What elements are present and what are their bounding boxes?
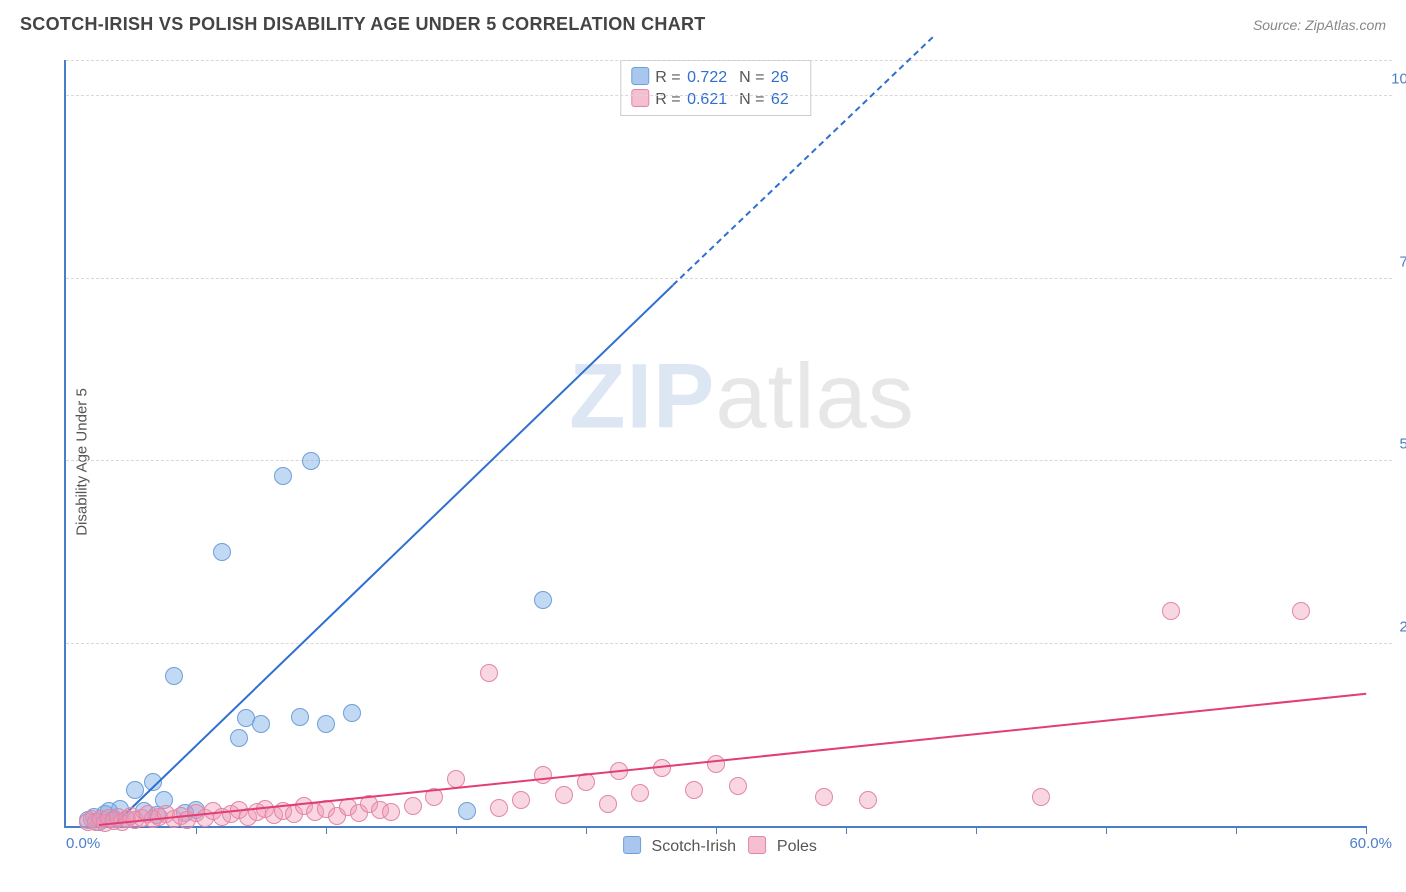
data-point: [317, 715, 335, 733]
correlation-legend: R = 0.722N = 26R = 0.621N = 62: [620, 60, 811, 116]
data-point: [343, 704, 361, 722]
legend-stat-row: R = 0.621N = 62: [631, 89, 800, 109]
data-point: [165, 667, 183, 685]
data-point: [555, 786, 573, 804]
plot-area: ZIPatlas R = 0.722N = 26R = 0.621N = 62 …: [64, 60, 1366, 828]
data-point: [631, 784, 649, 802]
x-tick: [976, 826, 977, 834]
x-tick: [456, 826, 457, 834]
series-legend: Scotch-Irish Poles: [615, 836, 817, 856]
data-point: [252, 715, 270, 733]
data-point: [404, 797, 422, 815]
data-point: [1162, 602, 1180, 620]
data-point: [599, 795, 617, 813]
legend-swatch: [631, 67, 649, 85]
x-origin-label: 0.0%: [66, 835, 100, 852]
source-attribution: Source: ZipAtlas.com: [1253, 17, 1386, 33]
data-point: [490, 799, 508, 817]
y-tick-label: 50.0%: [1382, 436, 1406, 453]
legend-swatch: [748, 836, 766, 854]
legend-stat-row: R = 0.722N = 26: [631, 67, 800, 87]
legend-swatch: [631, 89, 649, 107]
x-tick: [1106, 826, 1107, 834]
data-point: [534, 766, 552, 784]
data-point: [685, 781, 703, 799]
gridline: [66, 643, 1392, 644]
data-point: [815, 788, 833, 806]
legend-label: Poles: [772, 838, 816, 855]
data-point: [480, 664, 498, 682]
x-max-label: 60.0%: [1349, 835, 1392, 852]
data-point: [230, 729, 248, 747]
y-tick-label: 100.0%: [1382, 71, 1406, 88]
data-point: [291, 708, 309, 726]
y-tick-label: 75.0%: [1382, 253, 1406, 270]
y-tick-label: 25.0%: [1382, 618, 1406, 635]
data-point: [512, 791, 530, 809]
x-tick: [846, 826, 847, 834]
watermark: ZIPatlas: [569, 345, 914, 450]
chart-container: Disability Age Under 5 ZIPatlas R = 0.72…: [14, 46, 1392, 878]
x-tick: [586, 826, 587, 834]
x-tick: [196, 826, 197, 834]
chart-title: SCOTCH-IRISH VS POLISH DISABILITY AGE UN…: [20, 14, 706, 35]
data-point: [534, 591, 552, 609]
data-point: [382, 803, 400, 821]
gridline: [66, 60, 1392, 61]
data-point: [1292, 602, 1310, 620]
x-tick: [1366, 826, 1367, 834]
data-point: [302, 452, 320, 470]
data-point: [458, 802, 476, 820]
gridline: [66, 278, 1392, 279]
trend-line: [113, 284, 673, 825]
data-point: [447, 770, 465, 788]
data-point: [1032, 788, 1050, 806]
data-point: [274, 467, 292, 485]
data-point: [859, 791, 877, 809]
x-tick: [716, 826, 717, 834]
trend-line: [98, 693, 1366, 826]
data-point: [707, 755, 725, 773]
legend-label: Scotch-Irish: [647, 838, 740, 855]
legend-swatch: [623, 836, 641, 854]
gridline: [66, 95, 1392, 96]
x-tick: [1236, 826, 1237, 834]
data-point: [729, 777, 747, 795]
gridline: [66, 460, 1392, 461]
x-tick: [326, 826, 327, 834]
data-point: [213, 543, 231, 561]
